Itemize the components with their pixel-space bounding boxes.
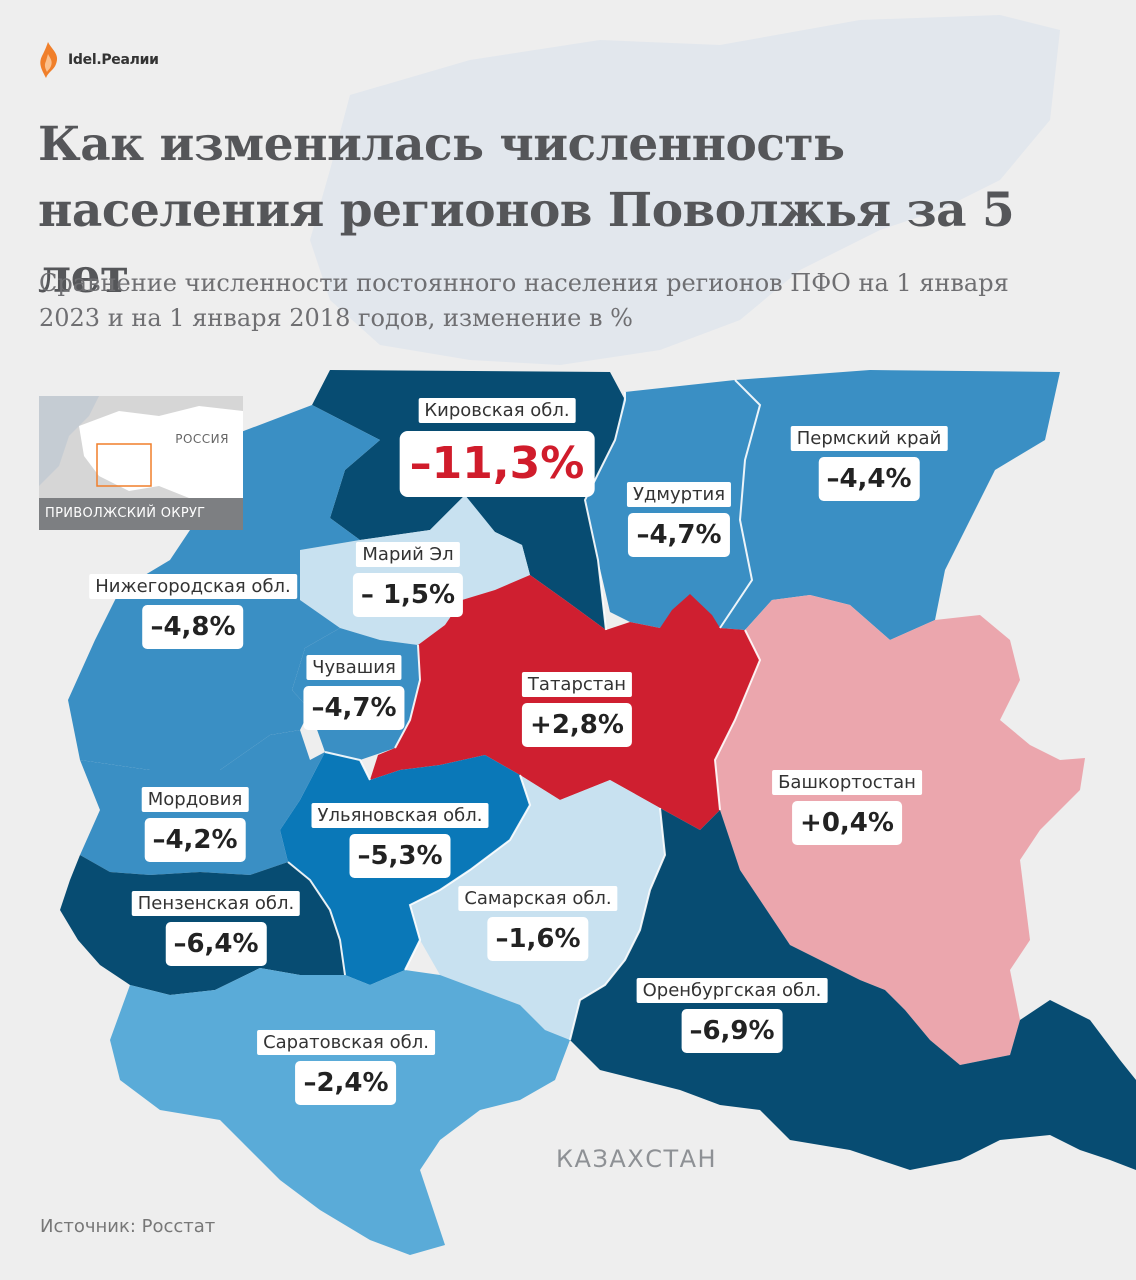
region-value: –6,9% [681, 1009, 783, 1053]
region-label-tatarstan: Татарстан +2,8% [521, 672, 633, 747]
region-name: Нижегородская обл. [89, 574, 297, 599]
region-value: +0,4% [792, 801, 902, 845]
region-label-mari-el: Марий Эл – 1,5% [352, 542, 464, 617]
inset-map-shape [39, 396, 243, 498]
region-label-ulyanovsk: Ульяновская обл. –5,3% [311, 803, 489, 878]
region-label-perm: Пермский край –4,4% [790, 426, 948, 501]
region-label-penza: Пензенская обл. –6,4% [131, 891, 301, 966]
region-label-kirov: Кировская обл. –11,3% [399, 398, 595, 497]
region-value: –4,7% [628, 513, 730, 557]
region-label-mordovia: Мордовия –4,2% [141, 787, 249, 862]
logo-text: Idel.Реалии [68, 52, 159, 68]
region-name: Чувашия [306, 655, 402, 680]
publisher-logo[interactable]: Idel.Реалии [36, 40, 159, 80]
region-name: Оренбургская обл. [636, 978, 828, 1003]
region-label-saratov: Саратовская обл. –2,4% [257, 1030, 435, 1105]
locator-inset: РОССИЯ ПРИВОЛЖСКИЙ ОКРУГ [39, 396, 243, 530]
region-borders [287, 379, 762, 1041]
region-label-chuvashia: Чувашия –4,7% [303, 655, 405, 730]
region-value: –4,8% [142, 605, 244, 649]
region-name: Кировская обл. [418, 398, 576, 423]
region-name: Марий Эл [356, 542, 460, 567]
region-value: –6,4% [165, 922, 267, 966]
region-value: –4,7% [303, 686, 405, 730]
region-name: Татарстан [521, 672, 633, 697]
region-name: Пензенская обл. [131, 891, 301, 916]
kazakhstan-label: КАЗАХСТАН [556, 1145, 718, 1173]
inset-country-label: РОССИЯ [175, 432, 229, 446]
region-value: –2,4% [295, 1061, 397, 1105]
region-name: Пермский край [790, 426, 948, 451]
region-shape-tatarstan [370, 575, 760, 830]
region-label-orenburg: Оренбургская обл. –6,9% [636, 978, 828, 1053]
inset-district-label: ПРИВОЛЖСКИЙ ОКРУГ [39, 498, 243, 530]
region-shape-orenburg [570, 808, 1136, 1170]
region-shape-perm [720, 370, 1060, 640]
russia-silhouette [310, 15, 1060, 365]
page-subtitle: Сравнение численности постоянного населе… [39, 269, 1009, 332]
region-name: Самарская обл. [458, 886, 618, 911]
region-label-nizhny: Нижегородская обл. –4,8% [89, 574, 297, 649]
region-label-bashkortostan: Башкортостан +0,4% [772, 770, 922, 845]
region-value: –4,2% [144, 818, 246, 862]
region-value: –11,3% [399, 431, 595, 497]
region-name: Башкортостан [772, 770, 922, 795]
region-shape-saratov [110, 968, 570, 1255]
region-name: Саратовская обл. [257, 1030, 435, 1055]
region-value: +2,8% [522, 703, 632, 747]
region-value: –4,4% [818, 457, 920, 501]
region-name: Ульяновская обл. [311, 803, 489, 828]
logo-flame-icon [40, 42, 58, 78]
region-value: –1,6% [487, 917, 589, 961]
region-value: –5,3% [349, 834, 451, 878]
page-title: Как изменилась численность населения рег… [38, 117, 1015, 304]
source-note: Источник: Росстат [40, 1216, 216, 1237]
region-label-samara: Самарская обл. –1,6% [458, 886, 618, 961]
region-value: – 1,5% [352, 573, 464, 617]
region-name: Удмуртия [626, 482, 732, 507]
region-label-udmurtia: Удмуртия –4,7% [626, 482, 732, 557]
inset-map: РОССИЯ [39, 396, 243, 498]
region-name: Мордовия [141, 787, 249, 812]
